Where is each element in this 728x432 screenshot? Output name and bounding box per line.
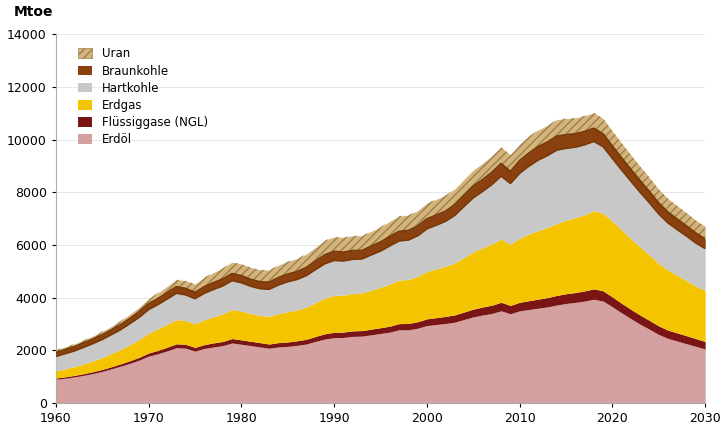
Text: Mtoe: Mtoe — [14, 6, 53, 19]
Legend: Uran, Braunkohle, Hartkohle, Erdgas, Flüssiggase (NGL), Erdöl: Uran, Braunkohle, Hartkohle, Erdgas, Flü… — [75, 44, 212, 149]
